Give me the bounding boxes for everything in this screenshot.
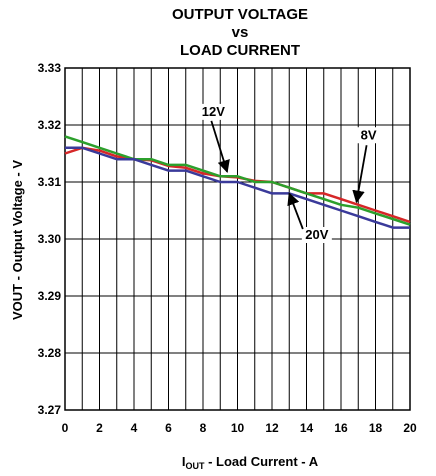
chart-title-line-3: LOAD CURRENT bbox=[180, 42, 300, 59]
y-axis-ticks: 3.27 3.28 3.29 3.30 3.31 3.32 3.33 bbox=[38, 61, 62, 417]
annotation-arrow-8v bbox=[352, 145, 368, 204]
chart-title-line-2: vs bbox=[232, 24, 249, 41]
x-axis-label-sub: OUT bbox=[186, 461, 206, 471]
x-tick-label: 12 bbox=[265, 421, 279, 435]
annotation-label-12v: 12V bbox=[202, 104, 225, 119]
x-tick-label: 18 bbox=[369, 421, 383, 435]
x-tick-label: 10 bbox=[231, 421, 245, 435]
chart-title: OUTPUT VOLTAGE vs LOAD CURRENT bbox=[172, 6, 308, 59]
y-tick-label: 3.30 bbox=[38, 232, 62, 246]
y-axis-label: VOUT - Output Voltage - V bbox=[10, 160, 25, 320]
x-axis-label: IOUT - Load Current - A bbox=[182, 454, 319, 471]
plot-frame bbox=[64, 67, 411, 411]
y-tick-label: 3.27 bbox=[38, 403, 62, 417]
x-tick-label: 20 bbox=[403, 421, 417, 435]
annotation-arrow-20v bbox=[287, 192, 304, 230]
x-axis-label-rest: - Load Current - A bbox=[205, 454, 319, 469]
y-tick-label: 3.31 bbox=[38, 175, 62, 189]
series-line-20v bbox=[65, 146, 410, 229]
y-tick-label: 3.29 bbox=[38, 289, 62, 303]
x-tick-label: 16 bbox=[334, 421, 348, 435]
annotation-background bbox=[301, 227, 332, 243]
x-axis-label-main: I bbox=[182, 454, 186, 469]
y-tick-label: 3.33 bbox=[38, 61, 62, 75]
annotation-label-8v: 8V bbox=[361, 127, 377, 142]
series-line-12v bbox=[64, 135, 411, 226]
x-tick-label: 6 bbox=[165, 421, 172, 435]
annotation-arrow-12v bbox=[210, 120, 230, 173]
annotation-label-20v: 20V bbox=[305, 227, 328, 242]
x-tick-label: 0 bbox=[62, 421, 69, 435]
x-axis-ticks: 0 2 4 6 8 10 12 14 16 18 20 bbox=[62, 421, 417, 435]
annotation-background bbox=[353, 127, 384, 144]
y-tick-label: 3.32 bbox=[38, 118, 62, 132]
y-tick-label: 3.28 bbox=[38, 346, 62, 360]
x-tick-label: 8 bbox=[200, 421, 207, 435]
series-annotations: 12V 8V 20V bbox=[198, 103, 384, 243]
annotation-background bbox=[198, 103, 229, 120]
chart-title-line-1: OUTPUT VOLTAGE bbox=[172, 6, 308, 23]
x-tick-label: 2 bbox=[96, 421, 103, 435]
plot-grid bbox=[64, 67, 411, 411]
x-tick-label: 14 bbox=[300, 421, 314, 435]
x-tick-label: 4 bbox=[131, 421, 138, 435]
